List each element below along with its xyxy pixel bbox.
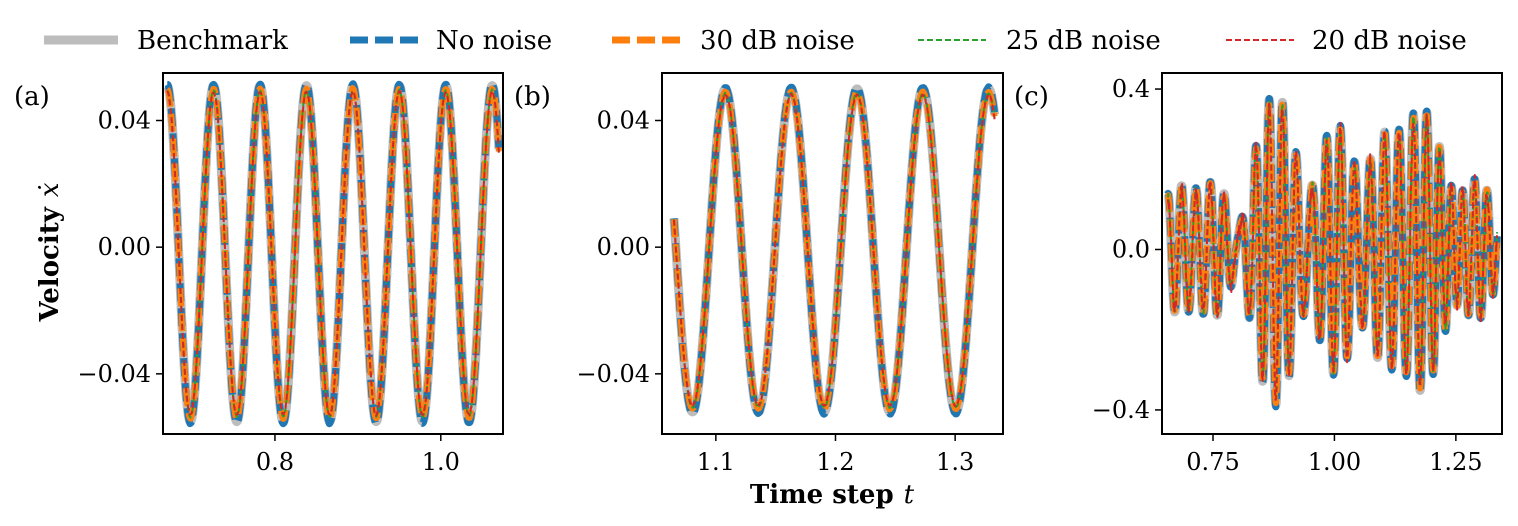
y-tick-label-a-0: 0.04 bbox=[98, 107, 151, 135]
plot-area-b bbox=[669, 83, 1000, 418]
axes-frame-b bbox=[661, 72, 1004, 435]
legend-label-no-noise: No noise bbox=[436, 26, 552, 56]
series-line-db30-b bbox=[670, 88, 998, 413]
legend-entry-30db: 30 dB noise bbox=[612, 26, 855, 56]
panel-tag-c: (c) bbox=[1014, 82, 1049, 112]
legend-entry-no-noise: No noise bbox=[350, 26, 552, 56]
legend-label-30db: 30 dB noise bbox=[700, 26, 855, 56]
y-tick-label-c-2: −0.4 bbox=[1092, 396, 1150, 424]
x-tick-label-c-2: 1.25 bbox=[1429, 448, 1482, 476]
panel-b: 1.1 1.2 1.3 0.04 0.00 −0.04 bbox=[576, 72, 1004, 476]
y-tick-label-b-1: 0.00 bbox=[597, 233, 650, 261]
panel-a: 0.8 1.0 0.04 0.00 −0.04 bbox=[77, 72, 504, 476]
y-tick-label-a-2: −0.04 bbox=[77, 360, 151, 388]
x-tick-label-b-1: 1.2 bbox=[816, 448, 854, 476]
series-line-db20-a bbox=[166, 90, 500, 417]
series-line-db20-b bbox=[672, 92, 996, 408]
x-tick-label-a-1: 1.0 bbox=[422, 448, 460, 476]
legend-label-25db: 25 dB noise bbox=[1006, 26, 1161, 56]
panel-tag-a: (a) bbox=[14, 82, 50, 112]
legend-entry-20db: 20 dB noise bbox=[1226, 26, 1467, 56]
panel-tag-b: (b) bbox=[514, 82, 551, 112]
plot-area-c bbox=[1163, 94, 1502, 411]
x-tick-label-c-0: 0.75 bbox=[1186, 448, 1239, 476]
x-tick-label-b-2: 1.3 bbox=[936, 448, 974, 476]
y-tick-label-a-1: 0.00 bbox=[98, 233, 151, 261]
y-tick-label-b-2: −0.04 bbox=[576, 360, 650, 388]
y-tick-label-c-1: 0.0 bbox=[1112, 235, 1150, 263]
series-line-db20-c bbox=[1166, 102, 1499, 401]
plot-area-a bbox=[163, 79, 503, 428]
y-tick-label-c-0: 0.4 bbox=[1112, 75, 1150, 103]
y-tick-label-b-0: 0.04 bbox=[597, 107, 650, 135]
legend: Benchmark No noise 30 dB noise 25 dB noi… bbox=[44, 26, 1467, 56]
x-axis-title-text: Time step bbox=[750, 480, 894, 510]
legend-entry-25db: 25 dB noise bbox=[918, 26, 1161, 56]
y-axis-title-symbol: ẋ bbox=[35, 182, 65, 197]
legend-label-benchmark: Benchmark bbox=[137, 26, 288, 56]
panel-c: 0.75 1.00 1.25 0.4 0.0 −0.4 bbox=[1092, 72, 1503, 476]
legend-entry-benchmark: Benchmark bbox=[44, 26, 288, 56]
axes-frame-a bbox=[162, 72, 504, 435]
y-axis-title: Velocity ẋ bbox=[35, 182, 65, 322]
y-axis-title-text: Velocity bbox=[35, 206, 65, 322]
x-axis-title: Time step t bbox=[750, 480, 915, 510]
legend-label-20db: 20 dB noise bbox=[1312, 26, 1467, 56]
axes-frame-c bbox=[1161, 72, 1503, 435]
x-axis-title-symbol: t bbox=[904, 480, 915, 510]
x-tick-label-a-0: 0.8 bbox=[256, 448, 294, 476]
x-tick-label-c-1: 1.00 bbox=[1308, 448, 1361, 476]
x-tick-label-b-0: 1.1 bbox=[697, 448, 735, 476]
